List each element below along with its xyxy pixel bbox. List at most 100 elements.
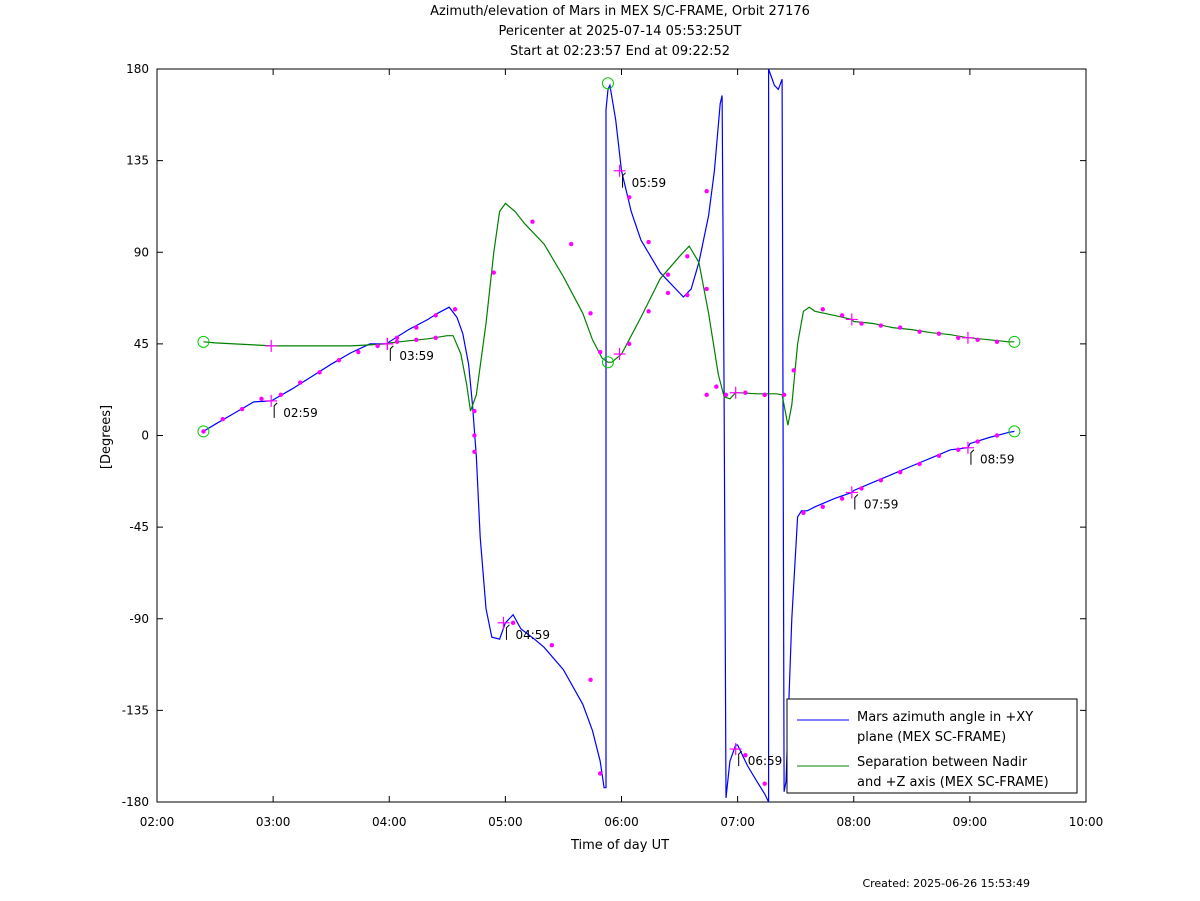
sample-point	[917, 461, 922, 467]
sample-point	[598, 349, 603, 355]
sample-point	[878, 323, 884, 328]
sample-point	[433, 335, 438, 340]
legend-box	[786, 698, 1078, 794]
sample-point	[394, 339, 400, 345]
sample-point	[975, 439, 980, 444]
sample-point	[472, 449, 477, 454]
sample-point	[743, 752, 748, 758]
y-tick-label: 135	[126, 154, 149, 168]
sample-point	[510, 620, 516, 626]
marker-layer	[197, 77, 1021, 786]
sample-point	[704, 286, 709, 292]
sample-point	[685, 254, 690, 259]
sample-point	[278, 392, 284, 397]
sample-point	[994, 339, 1000, 345]
sample-point	[472, 408, 477, 414]
endpoint-circle	[197, 335, 210, 348]
sample-point	[452, 307, 458, 312]
x-tick-label: 05:00	[488, 815, 523, 829]
sample-point	[317, 370, 322, 375]
plot-frame	[156, 68, 1087, 803]
sample-point	[936, 331, 942, 336]
hour-annotation: 04:59	[497, 616, 550, 642]
hour-label: 03:59	[399, 349, 434, 363]
hour-annotation: 07:59	[845, 486, 899, 512]
sample-point	[568, 241, 574, 247]
hour-cross-marker	[845, 313, 858, 326]
x-tick-label: 09:00	[953, 815, 988, 829]
endpoint-circle	[1008, 425, 1021, 438]
sample-point	[530, 219, 535, 224]
endpoint-circle	[601, 356, 614, 369]
sample-point	[220, 417, 226, 422]
sample-point	[956, 335, 961, 340]
sample-point	[239, 406, 245, 412]
sample-point	[298, 380, 303, 385]
hour-cross-marker	[613, 348, 626, 361]
sample-point	[878, 478, 884, 483]
x-tick-label: 08:00	[836, 815, 871, 829]
endpoint-circle	[1008, 335, 1021, 348]
sample-point	[356, 349, 361, 355]
hour-annotation: 02:59	[265, 394, 318, 420]
sample-point	[414, 337, 419, 343]
sample-point	[820, 307, 825, 312]
sample-point	[859, 321, 864, 326]
y-tick-label: 90	[134, 245, 149, 259]
sample-point	[723, 392, 729, 397]
y-tick-label: -45	[129, 520, 149, 534]
y-tick-label: 0	[141, 429, 149, 443]
y-tick-label: 180	[126, 62, 149, 76]
legend: Mars azimuth angle in +XY plane (MEX SC-…	[786, 698, 1078, 794]
sample-point	[704, 392, 709, 397]
hour-label: 06:59	[748, 754, 783, 768]
sample-point	[898, 325, 903, 330]
sample-point	[201, 429, 206, 434]
x-tick-label: 03:00	[256, 815, 291, 829]
hour-label: 07:59	[864, 498, 899, 512]
x-tick-label: 02:00	[140, 815, 175, 829]
hour-annotation: 08:59	[961, 441, 1015, 467]
sample-point	[336, 357, 342, 363]
sample-point	[898, 469, 903, 475]
chart-subtitle-start-end: Start at 02:23:57 End at 09:22:52	[509, 44, 731, 59]
sample-point	[791, 368, 796, 373]
sample-point	[762, 781, 767, 786]
sample-point	[917, 329, 922, 334]
hour-pointer	[970, 449, 975, 465]
legend-label-azimuth-2: plane (MEX SC-FRAME)	[857, 730, 1006, 745]
sample-point	[394, 335, 400, 340]
x-tick-label: 04:00	[372, 815, 407, 829]
sample-point	[839, 313, 845, 318]
sample-point	[743, 390, 748, 395]
sample-point	[491, 270, 496, 275]
sample-point	[646, 239, 651, 245]
sample-point	[801, 510, 806, 516]
sample-point	[975, 337, 980, 343]
endpoint-circle	[601, 77, 614, 90]
sample-point	[762, 392, 767, 397]
hour-label: 08:59	[980, 453, 1015, 467]
sample-point	[714, 384, 719, 389]
sample-point	[433, 313, 438, 318]
sample-point	[414, 325, 419, 330]
series-line-azimuth	[203, 68, 1015, 803]
sample-point	[781, 392, 787, 397]
chart-title: Azimuth/elevation of Mars in MEX S/C-FRA…	[430, 4, 810, 19]
annotation-layer: 02:59 03:59 04:59 05:59 06:59 07:59 08:59	[265, 164, 1015, 768]
sample-point	[627, 195, 632, 200]
endpoint-circle	[197, 425, 210, 438]
sample-point	[472, 433, 477, 438]
hour-pointer	[622, 172, 626, 188]
hour-label: 05:59	[632, 176, 667, 190]
sample-point	[549, 643, 555, 648]
sample-point	[665, 290, 671, 296]
y-tick-label: -135	[122, 703, 149, 717]
x-axis-label: Time of day UT	[570, 838, 669, 853]
hour-annotation: 03:59	[381, 337, 434, 363]
sample-point	[627, 341, 632, 347]
hour-pointer	[273, 402, 278, 418]
y-tick-label: -90	[129, 612, 149, 626]
series-line-separation	[203, 202, 1015, 426]
